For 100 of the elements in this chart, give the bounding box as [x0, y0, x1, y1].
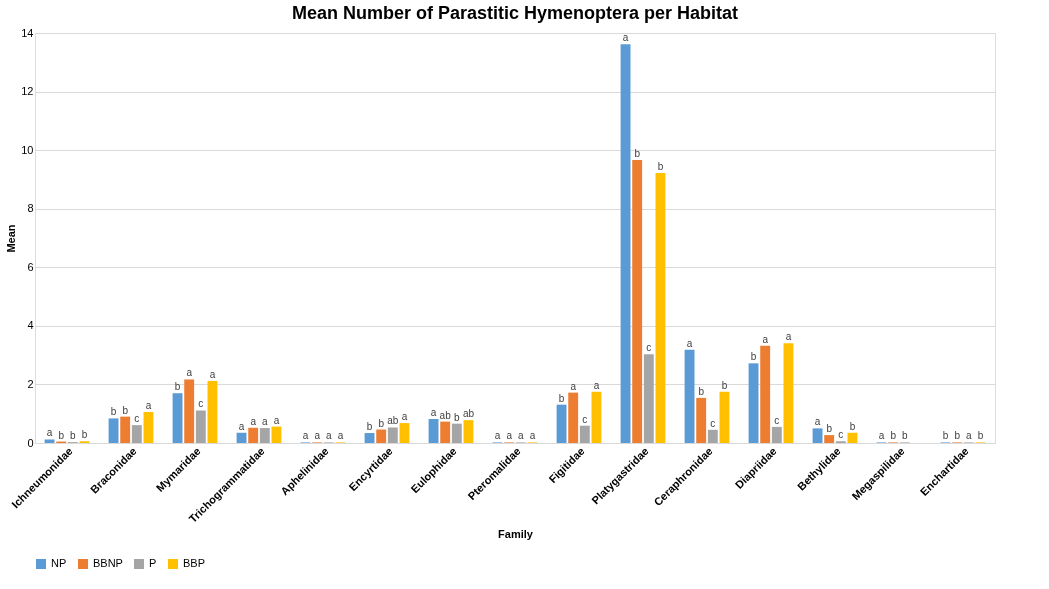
data-label: a — [529, 430, 536, 442]
data-label: a — [570, 380, 577, 392]
bar — [387, 427, 398, 443]
data-label: b — [366, 421, 373, 433]
bar — [684, 349, 695, 443]
data-label: b — [378, 417, 385, 429]
bar — [643, 354, 654, 443]
bar — [172, 393, 183, 443]
chart-title: Mean Number of Parastitic Hymenoptera per Habitat — [291, 3, 739, 23]
data-label: a — [186, 367, 193, 379]
bar — [783, 343, 794, 443]
y-tick-label: 4 — [27, 319, 34, 332]
bar — [824, 435, 835, 443]
data-label: b — [890, 430, 897, 442]
bar — [184, 379, 195, 443]
data-label: a — [145, 399, 152, 411]
data-label: b — [58, 429, 65, 441]
bar — [399, 423, 410, 443]
data-label: a — [686, 337, 693, 349]
data-label: b — [942, 430, 949, 442]
data-label: a — [593, 379, 600, 391]
data-label: a — [785, 331, 792, 343]
data-label: a — [401, 411, 408, 423]
data-label: a — [250, 415, 257, 427]
data-label: c — [582, 413, 588, 425]
legend-label: BBP — [183, 557, 206, 569]
bar — [248, 427, 259, 443]
data-label: b — [558, 392, 565, 404]
data-label: b — [750, 351, 757, 363]
data-label: a — [966, 430, 973, 442]
data-label: a — [46, 427, 53, 439]
legend-label: P — [149, 557, 157, 569]
bar — [568, 392, 579, 443]
data-label: a — [302, 430, 309, 442]
data-label: a — [622, 32, 629, 44]
data-label: b — [657, 160, 664, 172]
data-label: a — [209, 368, 216, 380]
data-label: b — [454, 411, 461, 423]
bar — [655, 172, 666, 443]
bar — [620, 44, 631, 443]
bar — [364, 433, 375, 443]
data-label: b — [954, 430, 961, 442]
bar — [719, 391, 730, 443]
y-tick-label: 2 — [27, 377, 34, 390]
bar — [632, 160, 643, 443]
bar — [143, 411, 154, 443]
data-label: a — [518, 430, 525, 442]
bar — [707, 429, 718, 443]
data-label: b — [70, 430, 77, 442]
bar — [463, 420, 474, 443]
bar — [812, 428, 823, 443]
bar — [120, 416, 131, 443]
y-tick-label: 10 — [21, 143, 34, 156]
bar — [771, 426, 782, 443]
data-label: ab — [462, 408, 475, 420]
data-label: a — [762, 333, 769, 345]
data-label: c — [774, 414, 780, 426]
data-label: a — [494, 430, 501, 442]
bar — [131, 425, 142, 443]
data-label: a — [506, 430, 513, 442]
y-tick-label: 8 — [27, 202, 34, 215]
data-label: a — [878, 430, 885, 442]
data-label: b — [849, 420, 856, 432]
data-label: a — [337, 430, 344, 442]
data-label: a — [262, 416, 269, 428]
data-label: a — [326, 430, 333, 442]
data-label: b — [826, 423, 833, 435]
data-label: a — [430, 406, 437, 418]
bar — [259, 428, 270, 443]
bar — [451, 423, 462, 443]
y-axis-title: Mean — [5, 224, 18, 253]
bar — [376, 429, 387, 443]
data-label: b — [721, 379, 728, 391]
data-label: b — [122, 404, 129, 416]
bar — [428, 418, 439, 443]
bar — [696, 397, 707, 443]
y-tick-label: 14 — [21, 26, 34, 39]
legend-label: NP — [51, 557, 67, 569]
data-label: ab — [387, 415, 399, 427]
bar — [440, 421, 451, 443]
bar — [44, 439, 55, 443]
data-label: ab — [439, 409, 452, 421]
data-label: c — [646, 342, 652, 354]
y-tick-label: 6 — [27, 260, 34, 273]
bar — [579, 425, 590, 443]
y-tick-label: 12 — [21, 85, 34, 98]
data-label: b — [902, 430, 909, 442]
x-axis-title: Family — [498, 528, 534, 541]
data-label: b — [110, 406, 117, 418]
bar — [207, 380, 218, 443]
data-label: c — [198, 398, 204, 410]
data-label: b — [174, 381, 181, 393]
bar — [760, 345, 771, 443]
bar — [195, 410, 206, 443]
data-label: b — [698, 385, 705, 397]
data-label: c — [134, 413, 140, 425]
bar — [591, 391, 602, 443]
bar — [556, 404, 567, 443]
data-label: c — [838, 429, 844, 441]
legend-label: BBNP — [93, 557, 123, 569]
